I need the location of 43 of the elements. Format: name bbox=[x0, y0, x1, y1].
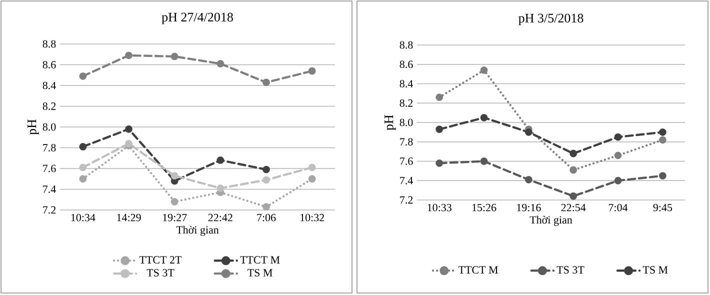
x-tick-label: 7:06 bbox=[257, 214, 276, 222]
y-tick-label: 7.6 bbox=[43, 164, 56, 172]
y-tick-label: 8.2 bbox=[42, 102, 56, 110]
y-tick-label: 7.2 bbox=[400, 196, 413, 204]
y-tick-label: 8.8 bbox=[42, 40, 56, 48]
y-tick-label: 8.6 bbox=[42, 61, 56, 68]
y-tick-label: 7.4 bbox=[43, 186, 56, 193]
x-axis-title: Thời gian bbox=[530, 216, 572, 226]
legend-label: TS M bbox=[248, 269, 272, 276]
y-tick-label: 8.4 bbox=[42, 82, 56, 90]
x-tick-label: 15:26 bbox=[472, 204, 496, 212]
y-tick-label: 8.4 bbox=[400, 80, 413, 88]
chart-title: pH 3/5/2018 bbox=[518, 14, 584, 26]
legend-label: TS M bbox=[642, 266, 668, 274]
x-tick-label: 19:16 bbox=[517, 204, 541, 212]
y-tick-label: 8.8 bbox=[400, 41, 413, 49]
x-tick-label: 22:42 bbox=[208, 214, 232, 222]
x-tick-label: 19:27 bbox=[163, 214, 187, 222]
y-tick-label: 7.8 bbox=[43, 144, 56, 152]
y-tick-label: 8.0 bbox=[42, 123, 56, 131]
legend-label: TTCT M bbox=[240, 256, 280, 264]
x-tick-label: 22:54 bbox=[561, 204, 586, 212]
chart-title: pH 27/4/2018 bbox=[162, 12, 233, 24]
y-tick-label: 8.0 bbox=[400, 118, 413, 126]
legend-label: TTCT 2T bbox=[139, 256, 182, 264]
legend-label: TS 3T bbox=[556, 266, 584, 274]
x-axis-title: Thời gian bbox=[176, 226, 219, 236]
y-tick-label: 8.6 bbox=[400, 60, 413, 68]
x-tick-label: 10:33 bbox=[428, 204, 452, 212]
y-tick-label: 7.6 bbox=[400, 158, 413, 165]
x-tick-label: 14:29 bbox=[117, 214, 141, 222]
x-tick-label: 7:04 bbox=[608, 204, 628, 212]
x-tick-label: 10:32 bbox=[300, 214, 324, 222]
legend-label: TTCT M bbox=[458, 266, 498, 274]
y-tick-label: 8.2 bbox=[400, 99, 413, 107]
y-tick-label: 7.2 bbox=[43, 206, 56, 214]
x-tick-label: 10:34 bbox=[71, 214, 96, 222]
y-axis-title: pH bbox=[384, 114, 396, 130]
x-tick-label: 9:45 bbox=[653, 204, 672, 212]
y-tick-label: 7.4 bbox=[400, 176, 413, 184]
legend-label: TS 3T bbox=[146, 269, 174, 276]
y-tick-label: 7.8 bbox=[400, 138, 413, 146]
y-axis-title: pH bbox=[28, 119, 39, 135]
